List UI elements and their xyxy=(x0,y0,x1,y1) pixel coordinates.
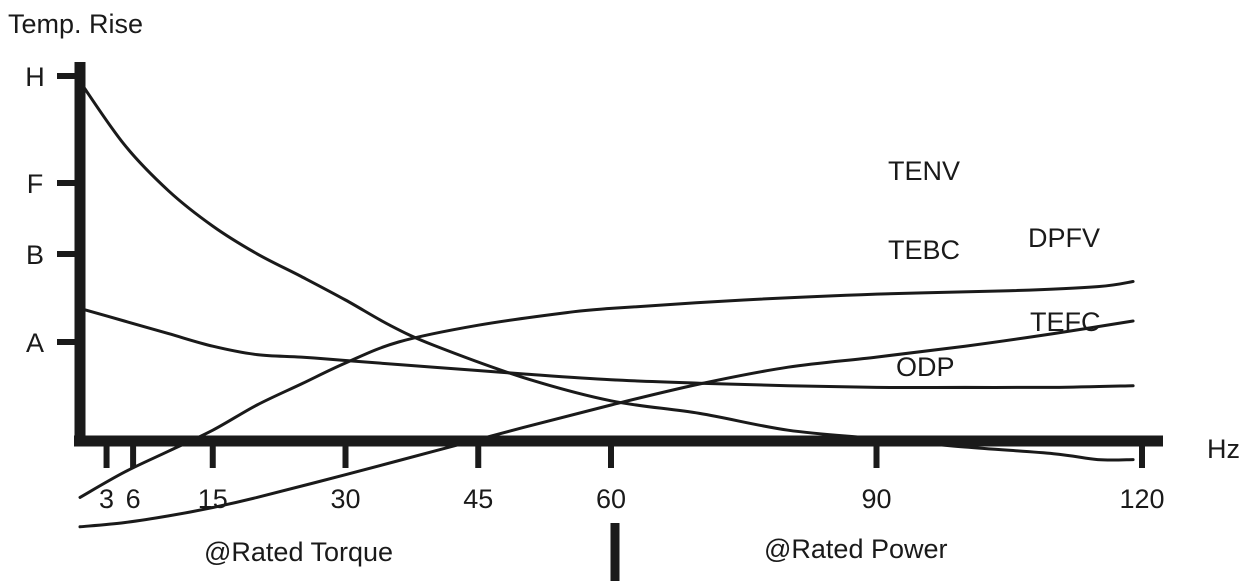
series-line-tefc-odp xyxy=(78,80,1135,462)
series-line-dpfv xyxy=(78,319,1135,529)
x-tick-label-45: 45 xyxy=(463,484,493,514)
series-labels: TENV DPFV TEBC TEFC ODP xyxy=(888,156,1101,382)
x-tick-label-120: 120 xyxy=(1119,484,1164,514)
series-label-dpfv: DPFV xyxy=(1028,223,1100,253)
series-label-tenv: TENV xyxy=(888,156,960,186)
x-tick-label-6: 6 xyxy=(126,484,141,514)
x-tick-label-30: 30 xyxy=(330,484,360,514)
y-tick-label-a: A xyxy=(26,328,44,358)
region-label-rated-power: @Rated Power xyxy=(764,534,948,564)
x-axis-title: Hz xyxy=(1207,434,1240,464)
x-tick-label-3: 3 xyxy=(99,484,114,514)
region-label-rated-torque: @Rated Torque xyxy=(204,537,393,567)
curves xyxy=(78,80,1135,529)
y-tick-label-b: B xyxy=(26,240,44,270)
x-ticks: 3 6 15 30 45 60 90 120 xyxy=(99,445,1165,514)
x-tick-label-60: 60 xyxy=(596,484,626,514)
series-line-tebc xyxy=(78,306,1135,389)
y-tick-label-f: F xyxy=(27,169,44,199)
y-tick-label-h: H xyxy=(25,62,45,92)
x-tick-label-90: 90 xyxy=(861,484,891,514)
series-label-tebc: TEBC xyxy=(888,235,960,265)
series-label-tefc: TEFC xyxy=(1030,307,1101,337)
y-ticks: A B F H xyxy=(25,62,76,358)
series-line-tenv xyxy=(78,280,1135,499)
series-label-odp: ODP xyxy=(896,352,955,382)
y-axis-title: Temp. Rise xyxy=(8,9,143,39)
